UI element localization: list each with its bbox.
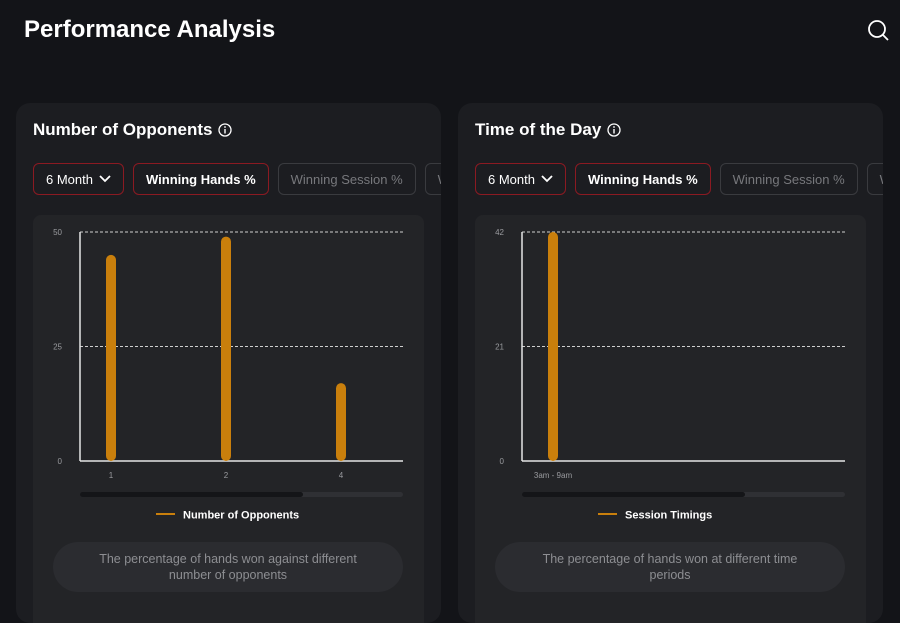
filters: 6 Month Winning Hands % Winning Session % W — [475, 163, 883, 195]
page: Performance Analysis Number of Opponents… — [24, 16, 890, 582]
filter-button[interactable]: Winning Hands % — [132, 163, 269, 195]
bar — [548, 232, 558, 461]
filter-label: 6 Month — [46, 171, 93, 187]
chevron-icon — [99, 175, 111, 183]
filter-button[interactable]: Winning Hands % — [574, 163, 711, 195]
bar — [106, 254, 116, 461]
bar — [336, 383, 346, 461]
page-title: Performance Analysis — [24, 16, 276, 43]
x-tick-label: 4 — [339, 471, 344, 480]
search-icon[interactable] — [866, 18, 890, 42]
filter-label: W — [880, 172, 883, 187]
filter-button[interactable]: 6 Month — [475, 163, 566, 195]
panel-title: Time of the Day — [475, 120, 621, 140]
chart: 0 21 42 3am - 9am Session Timings — [495, 228, 845, 522]
description: The percentage of hands won at different… — [495, 542, 845, 592]
chart: 0 25 50 1 2 4 Number of Opponents — [53, 228, 403, 522]
legend-label: Number of Opponents — [183, 510, 299, 522]
filters: 6 Month Winning Hands % Winning Session % W — [33, 163, 441, 195]
filter-button[interactable]: Winning Session % — [277, 163, 416, 195]
filter-label: Winning Session % — [290, 171, 403, 187]
scrollbar-thumb — [80, 492, 303, 497]
filter-button[interactable]: 6 Month — [33, 163, 124, 195]
legend-label: Session Timings — [625, 510, 712, 522]
filter-label: 6 Month — [488, 171, 535, 187]
filter-label: Winning Session % — [732, 171, 845, 187]
chevron-icon — [541, 175, 553, 183]
filter-button[interactable]: Winning Session % — [719, 163, 858, 195]
y-tick-label: 21 — [495, 343, 504, 352]
filter-label: Winning Hands % — [145, 171, 256, 187]
scrollbar-thumb — [522, 492, 745, 497]
chart-card: 0 21 42 3am - 9am Session Timings The percent… — [475, 215, 866, 623]
filter-button[interactable]: W — [424, 163, 441, 195]
panel-title-text: Number of Opponents — [33, 120, 213, 139]
x-tick-label: 2 — [224, 471, 229, 480]
bar — [221, 236, 231, 461]
panel: Number of Opponents 6 Month Winning Hands … — [16, 103, 441, 623]
x-tick-label: 1 — [109, 471, 114, 480]
y-tick-label: 42 — [495, 228, 504, 237]
filter-label: W — [438, 172, 441, 187]
y-tick-label: 50 — [53, 228, 62, 237]
info-icon[interactable] — [218, 123, 233, 137]
y-tick-label: 0 — [58, 457, 63, 466]
panel-title-text: Time of the Day — [475, 120, 602, 139]
filter-button[interactable]: W — [866, 163, 883, 195]
panel: Time of the Day 6 Month Winning Hands % Win… — [458, 103, 883, 623]
info-icon[interactable] — [607, 123, 621, 137]
description: The percentage of hands won against diff… — [53, 542, 403, 592]
y-tick-label: 0 — [500, 457, 505, 466]
y-tick-label: 25 — [53, 343, 62, 352]
filter-label: Winning Hands % — [587, 171, 698, 187]
chart-card: 0 25 50 1 2 4 Number of Opponents The percentag… — [33, 215, 424, 623]
x-tick-label: 3am - 9am — [534, 471, 573, 480]
panel-title: Number of Opponents — [33, 120, 233, 140]
